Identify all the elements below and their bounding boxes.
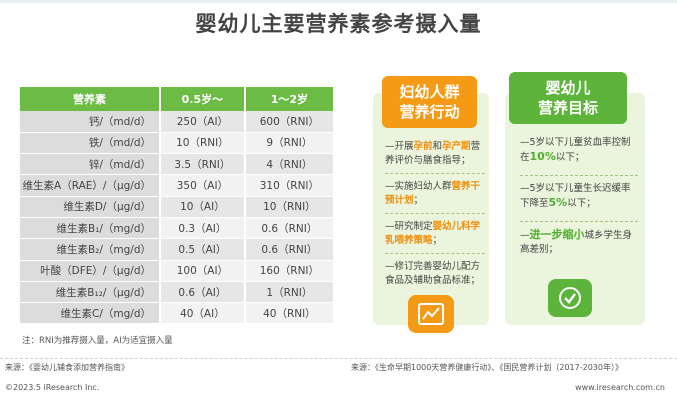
top-divider	[0, 0, 677, 3]
list-item: —进一步缩小城乡学生身高差别；	[520, 228, 638, 257]
nutrient-name-cell: 叶酸（DFE）/（μg/d）	[20, 260, 160, 282]
heading-line: 婴幼儿	[545, 79, 591, 97]
divider	[520, 175, 638, 176]
item-text: ；	[413, 195, 424, 206]
item-text: —5岁以下儿童生长迟缓率下降至	[520, 183, 631, 209]
item-text: 以下；	[555, 152, 585, 163]
table-row: 维生素B₁₂/（μg/d） 0.6（AI） 1（RNI）	[20, 281, 333, 304]
item-highlight: 孕产期	[442, 141, 471, 152]
nutrient-name-cell: 铁/（md/d）	[20, 132, 160, 155]
table-row: 锌/（md/d） 3.5（RNI） 4（RNI）	[20, 153, 333, 176]
list-item: —研究制定婴幼儿科学乳喂养策略；	[385, 220, 485, 248]
item-text: 以下；	[567, 198, 596, 209]
intake-value-cell: 10（RNI）	[159, 132, 245, 155]
nutrient-name-cell: 钙/（md/d）	[20, 111, 160, 133]
intake-value-cell: 250（AI）	[159, 111, 245, 133]
intake-value-cell: 0.3（AI）	[159, 217, 245, 240]
table-header-row: 营养素 0.5岁～ 1～2岁	[20, 87, 333, 111]
intake-value-cell: 0.6（RNI）	[243, 217, 333, 240]
intake-value-cell: 4（RNI）	[243, 153, 333, 176]
list-item: —开展孕前和孕产期营养评价与膳食指导；	[385, 140, 485, 168]
website-link[interactable]: www.iresearch.com.cn	[575, 383, 665, 392]
item-highlight: 5%	[548, 196, 568, 209]
intake-value-cell: 600（RNI）	[243, 111, 333, 133]
intake-value-cell: 40（AI）	[159, 302, 245, 325]
intake-value-cell: 10（AI）	[159, 196, 245, 218]
divider	[385, 213, 485, 214]
item-text: 营养评价与膳食指导；	[385, 141, 481, 166]
item-text: —修订完善婴幼儿配方食品及辅助食品标准；	[385, 261, 481, 286]
table-row: 维生素B₂/（mg/d） 0.5（AI） 0.6（RNI）	[20, 238, 333, 261]
intake-value-cell: 9（RNI）	[243, 132, 333, 155]
nutrient-name-cell: 维生素B₁/（mg/d）	[20, 217, 160, 240]
table-header-cell: 营养素	[20, 87, 160, 111]
page-title: 婴幼儿主要营养素参考摄入量	[195, 12, 482, 36]
intake-value-cell: 40（RNI）	[243, 302, 333, 325]
nutrient-name-cell: 锌/（md/d）	[20, 153, 160, 176]
intake-value-cell: 1（RNI）	[243, 281, 333, 304]
intake-value-cell: 350（AI）	[159, 174, 245, 197]
table-header-cell: 1～2岁	[243, 87, 333, 111]
chart-icon	[408, 295, 454, 333]
item-text: —实施妇幼人群	[385, 181, 452, 192]
list-item: —实施妇幼人群营养干预计划；	[385, 180, 485, 208]
divider	[385, 253, 485, 254]
intake-value-cell: 10（RNI）	[243, 196, 333, 218]
heading-line: 营养行动	[399, 103, 460, 121]
table-row: 维生素C/（mg/d） 40（AI） 40（RNI）	[20, 302, 333, 325]
maternal-action-list: —开展孕前和孕产期营养评价与膳食指导； —实施妇幼人群营养干预计划； —研究制定…	[385, 140, 485, 293]
maternal-action-card	[373, 93, 489, 325]
nutrient-table: 营养素 0.5岁～ 1～2岁 钙/（md/d） 250（AI） 600（RNI） 铁/…	[20, 87, 333, 325]
item-text: —	[520, 230, 530, 241]
infant-goal-list: —5岁以下儿童贫血率控制在10%以下； —5岁以下儿童生长迟缓率下降至5%以下；…	[520, 136, 638, 267]
table-note: 注：RNI为推荐摄入量，AI为适宜摄入量	[22, 336, 173, 346]
table-header-cell: 0.5岁～	[159, 87, 245, 111]
item-highlight: 进一步缩小	[529, 228, 585, 241]
item-highlight: 10%	[529, 150, 556, 163]
heading-line: 妇幼人群	[399, 83, 460, 101]
table-row: 铁/（md/d） 10（RNI） 9（RNI）	[20, 132, 333, 155]
divider	[385, 173, 485, 174]
intake-value-cell: 310（RNI）	[243, 174, 333, 197]
item-text: —开展	[385, 141, 414, 152]
table-body: 钙/（md/d） 250（AI） 600（RNI） 铁/（md/d） 10（RNI） 9（…	[20, 111, 333, 325]
maternal-action-heading: 妇幼人群 营养行动	[382, 76, 477, 128]
table-row: 维生素A（RAE）/（μg/d） 350（AI） 310（RNI）	[20, 174, 333, 197]
list-item: —5岁以下儿童生长迟缓率下降至5%以下；	[520, 182, 638, 211]
check-icon	[548, 279, 592, 317]
table-row: 维生素B₁/（mg/d） 0.3（AI） 0.6（RNI）	[20, 217, 333, 240]
copyright: ©2023.5 iResearch Inc.	[5, 383, 100, 392]
nutrient-name-cell: 维生素B₁₂/（μg/d）	[20, 281, 160, 304]
nutrient-name-cell: 维生素A（RAE）/（μg/d）	[20, 174, 160, 197]
list-item: —修订完善婴幼儿配方食品及辅助食品标准；	[385, 260, 485, 288]
nutrient-name-cell: 维生素D/（μg/d）	[20, 196, 160, 218]
footer-divider	[0, 358, 677, 359]
item-text: 城乡学生身高差别；	[520, 230, 633, 255]
item-text: ；	[432, 235, 443, 246]
list-item: —5岁以下儿童贫血率控制在10%以下；	[520, 136, 638, 165]
intake-value-cell: 100（AI）	[159, 260, 245, 282]
source-left: 来源：《婴幼儿辅食添加营养指南》	[5, 363, 129, 372]
nutrient-name-cell: 维生素B₂/（mg/d）	[20, 238, 160, 261]
item-text: 和	[432, 141, 443, 152]
item-highlight: 营养干预计划	[385, 181, 481, 206]
table-row: 叶酸（DFE）/（μg/d） 100（AI） 160（RNI）	[20, 260, 333, 282]
intake-value-cell: 3.5（RNI）	[159, 153, 245, 176]
table-row: 钙/（md/d） 250（AI） 600（RNI）	[20, 111, 333, 133]
intake-value-cell: 0.5（AI）	[159, 238, 245, 261]
nutrient-name-cell: 维生素C/（mg/d）	[20, 302, 160, 325]
heading-line: 营养目标	[537, 99, 598, 117]
item-highlight: 婴幼儿科学乳喂养策略	[385, 221, 481, 246]
source-right: 来源：《生命早期1000天营养健康行动》、《国民营养计划（2017-2030年）…	[351, 363, 623, 372]
intake-value-cell: 160（RNI）	[243, 260, 333, 282]
table-row: 维生素D/（μg/d） 10（AI） 10（RNI）	[20, 196, 333, 218]
item-text: —5岁以下儿童贫血率控制在	[520, 137, 631, 163]
intake-value-cell: 0.6（AI）	[159, 281, 245, 304]
intake-value-cell: 0.6（RNI）	[243, 238, 333, 261]
divider	[520, 221, 638, 222]
infant-goal-heading: 婴幼儿 营养目标	[509, 72, 627, 124]
item-text: —研究制定	[385, 221, 433, 232]
item-highlight: 孕前	[413, 141, 433, 152]
